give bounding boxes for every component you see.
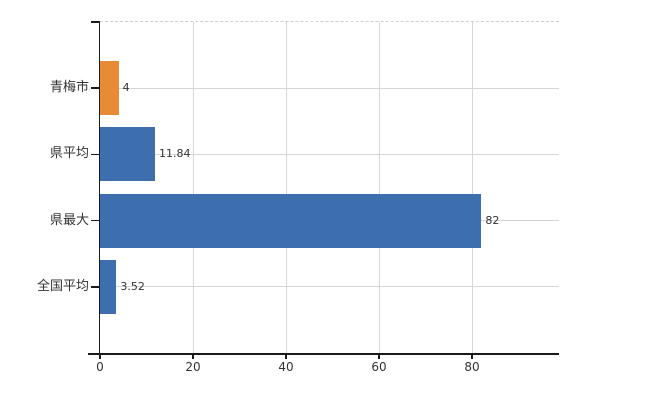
category-label: 全国平均 <box>36 278 89 294</box>
gridline-h <box>100 87 559 89</box>
x-tick <box>99 354 101 359</box>
category-label: 県平均 <box>49 146 89 162</box>
plot-top-border <box>100 21 559 22</box>
x-tick <box>378 354 380 359</box>
bar-value-label: 82 <box>485 213 500 227</box>
gridline-v <box>472 22 474 353</box>
gridline-v <box>379 22 381 353</box>
x-tick <box>285 354 287 359</box>
x-tick <box>471 354 473 359</box>
gridline-h <box>100 153 559 155</box>
x-tick <box>192 354 194 359</box>
bar <box>100 193 482 248</box>
gridline-h <box>100 286 559 288</box>
x-tick-label: 20 <box>185 360 201 374</box>
y-tick <box>91 153 100 156</box>
category-label: 県最大 <box>49 212 89 228</box>
x-tick-label: 80 <box>464 360 480 374</box>
bar-value-label: 11.84 <box>159 147 191 161</box>
x-tick-label: 0 <box>96 360 104 374</box>
bar <box>100 61 119 116</box>
y-tick <box>91 87 100 89</box>
gridline-v <box>286 22 288 353</box>
bar-value-label: 4 <box>122 81 130 95</box>
x-axis-line <box>88 353 559 355</box>
x-tick-label: 60 <box>371 360 387 374</box>
bar-value-label: 3.52 <box>120 279 145 293</box>
y-tick <box>91 286 100 288</box>
y-axis-line <box>98 22 100 353</box>
gridline-v <box>193 22 194 353</box>
y-tick <box>91 219 100 222</box>
bar <box>100 259 117 314</box>
category-label: 青梅市 <box>49 80 89 96</box>
x-tick-label: 40 <box>278 360 294 374</box>
y-tick <box>91 21 100 23</box>
bar <box>100 127 156 182</box>
